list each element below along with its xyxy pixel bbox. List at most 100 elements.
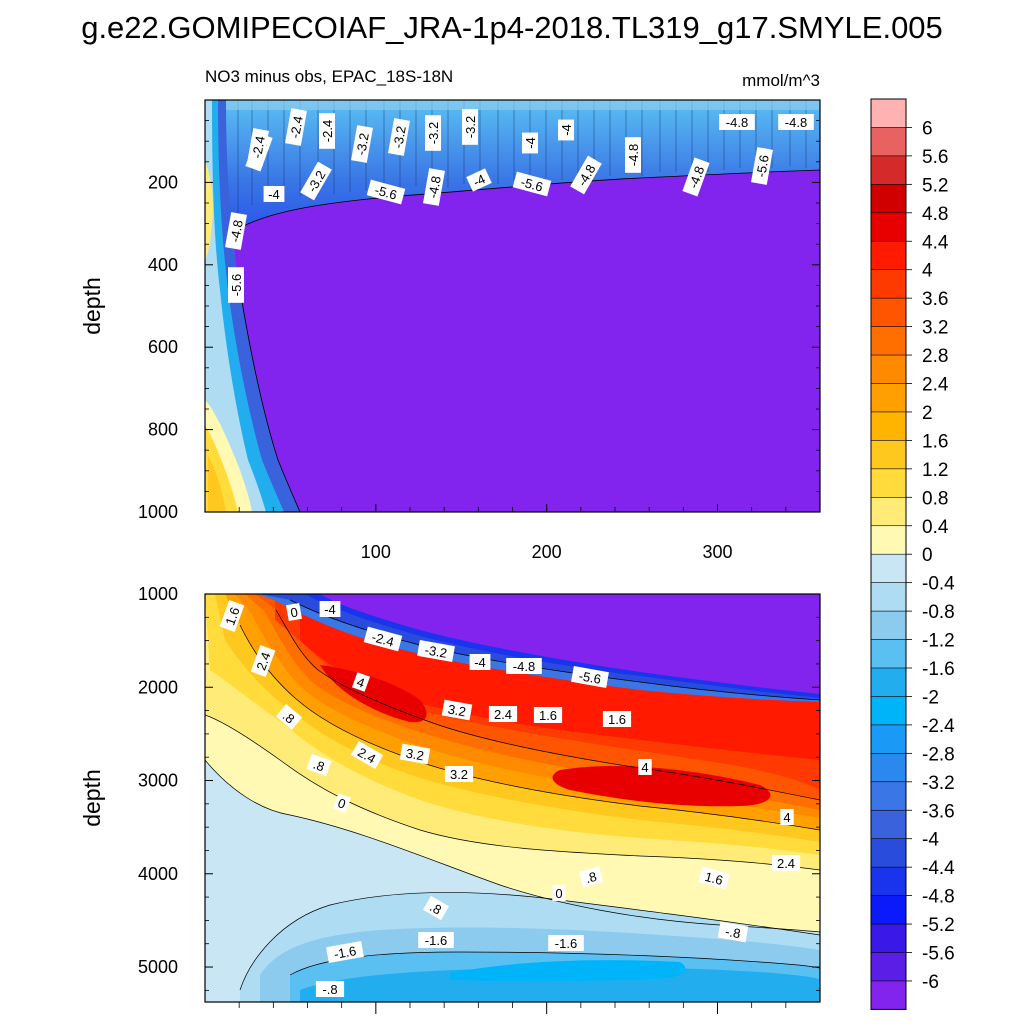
colorbar-swatch: [870, 610, 907, 641]
contour-label-box: [315, 981, 345, 997]
contour-label-text: 4: [641, 760, 648, 775]
top-contour-labels: -2.4 -2.4 -2.4 -3.2 -3.2 -3.2 -3.2 -4 -4 -4.8 -4.8…: [225, 108, 814, 303]
contour-label-box: [319, 113, 335, 149]
colorbar-swatch: [870, 809, 907, 840]
contour-label: -4.8: [625, 137, 641, 173]
colorbar-label: 2.8: [922, 346, 948, 367]
contour-label-text: -1.6: [425, 933, 447, 948]
units-label: mmol/m^3: [742, 71, 820, 90]
contour-label-text: -5.6: [753, 154, 772, 179]
colorbar-label: -6: [922, 972, 939, 993]
colorbar-swatch: [870, 923, 907, 954]
colorbar-label: -5.2: [922, 915, 955, 936]
contour-label-box: [571, 666, 609, 688]
colorbar-label: 1.6: [922, 431, 948, 452]
bottom-negative-20: [450, 960, 686, 982]
contour-label: -5.6: [512, 171, 552, 197]
colorbar-swatch: [870, 155, 907, 185]
contour-label-box: [425, 115, 441, 151]
contour-label-box: [306, 753, 332, 777]
contour-label-text: -4: [559, 124, 574, 136]
contour-label-text: 0: [555, 886, 562, 901]
contour-label-box: [625, 137, 641, 173]
colorbar-label: -2: [922, 687, 939, 708]
colorbar-label: -3.2: [922, 773, 955, 794]
colorbar-label: 2.4: [922, 375, 949, 396]
contour-label: -5.6: [228, 267, 244, 303]
contour-label: 4: [351, 672, 371, 692]
contour-label-text: -2.4: [249, 135, 268, 160]
contour-label-box: [366, 179, 406, 205]
contour-label: -3.2: [462, 109, 478, 145]
contour-label-text: -5.6: [373, 182, 399, 202]
contour-label-box: [533, 707, 563, 723]
contour-label: 0: [286, 602, 302, 622]
contour-label: 2.4: [250, 645, 276, 677]
contour-label-text: .8: [311, 757, 326, 775]
variable-label: NO3 minus obs, EPAC_18S-18N: [205, 67, 453, 86]
xtick-label: 300: [702, 542, 732, 562]
colorbar-label: 4: [922, 261, 933, 282]
contour-label-box: [417, 640, 455, 662]
contour-label-box: [350, 741, 384, 769]
contour-label-box: [247, 128, 269, 166]
contour-label: -4: [263, 186, 285, 202]
top-ytick-label: 600: [148, 337, 178, 357]
colorbar-label: 4.8: [922, 204, 948, 225]
contour-label-box: [418, 932, 454, 948]
contour-label: -4: [466, 168, 492, 192]
contour-label-text: 1.6: [222, 605, 242, 627]
contour-label-box: [219, 600, 245, 632]
contour-label-text: 2.4: [494, 707, 512, 722]
contour-label-box: [332, 793, 352, 813]
bottom-ytick-label: 1000: [138, 584, 178, 604]
contour-label-text: 1.6: [608, 712, 626, 727]
contour-label: -2.4: [363, 626, 403, 652]
bottom-ytick-label: 4000: [138, 864, 178, 884]
contour-label: -5.6: [571, 666, 609, 688]
colorbar-swatch: [870, 269, 907, 299]
top-ytick-label: 1000: [138, 502, 178, 522]
colorbar-swatch: [870, 838, 907, 868]
colorbar-swatch: [870, 411, 907, 442]
contour-label-box: [771, 855, 801, 871]
contour-label-box: [399, 743, 431, 765]
chart-title: g.e22.GOMIPECOIAF_JRA-1p4-2018.TL319_g17…: [81, 10, 943, 45]
contour-label-box: [225, 212, 247, 250]
contour-label: .8: [578, 866, 604, 888]
contour-label-box: [719, 114, 755, 130]
contour-label-box: [602, 711, 632, 727]
contour-label: -2.4: [319, 113, 335, 149]
bottom-ytick-label: 2000: [138, 677, 178, 697]
colorbar-swatch: [870, 525, 907, 555]
colorbar-label: 0.4: [922, 517, 949, 538]
contour-label-box: [578, 866, 604, 888]
contour-label: -4.8: [682, 157, 710, 197]
contour-label: -4.8: [719, 114, 755, 130]
colorbar-label: -4: [922, 830, 939, 851]
contour-label-text: 1.6: [539, 708, 557, 723]
contour-label: .8: [306, 753, 332, 777]
bottom-positive-44b: [552, 765, 771, 807]
colorbar-swatch: [870, 440, 907, 470]
contour-label: -3.2: [425, 115, 441, 151]
bottom-contour-labels: 1.6 0 -4 -2.4 -3.2 -4 -4.8 -5.6 2.4 4 3.2 2.4 1.6 .8 1…: [219, 600, 801, 997]
contour-label: -.8: [315, 981, 345, 997]
contour-label-box: [228, 267, 244, 303]
contour-label-box: [548, 935, 584, 951]
top-ylabel: depth: [79, 277, 105, 335]
contour-label: 4: [780, 809, 794, 825]
top-contour-west: [239, 289, 301, 512]
contour-label: -4: [469, 654, 491, 670]
contour-label-box: [717, 921, 749, 943]
bottom-negative-wedge-60: [310, 594, 820, 694]
contour-label-text: -5.6: [229, 274, 244, 296]
contour-label-text: -2.4: [370, 629, 396, 649]
contour-label: -5.6: [751, 147, 773, 185]
top-y-axis: 200 400 600 800 1000: [138, 120, 820, 522]
contour-label: -1.6: [326, 941, 364, 963]
top-ytick-label: 800: [148, 420, 178, 440]
contour-label: -4.8: [423, 168, 445, 206]
contour-label-box: [444, 766, 474, 782]
contour-label-text: -4.8: [227, 219, 246, 244]
